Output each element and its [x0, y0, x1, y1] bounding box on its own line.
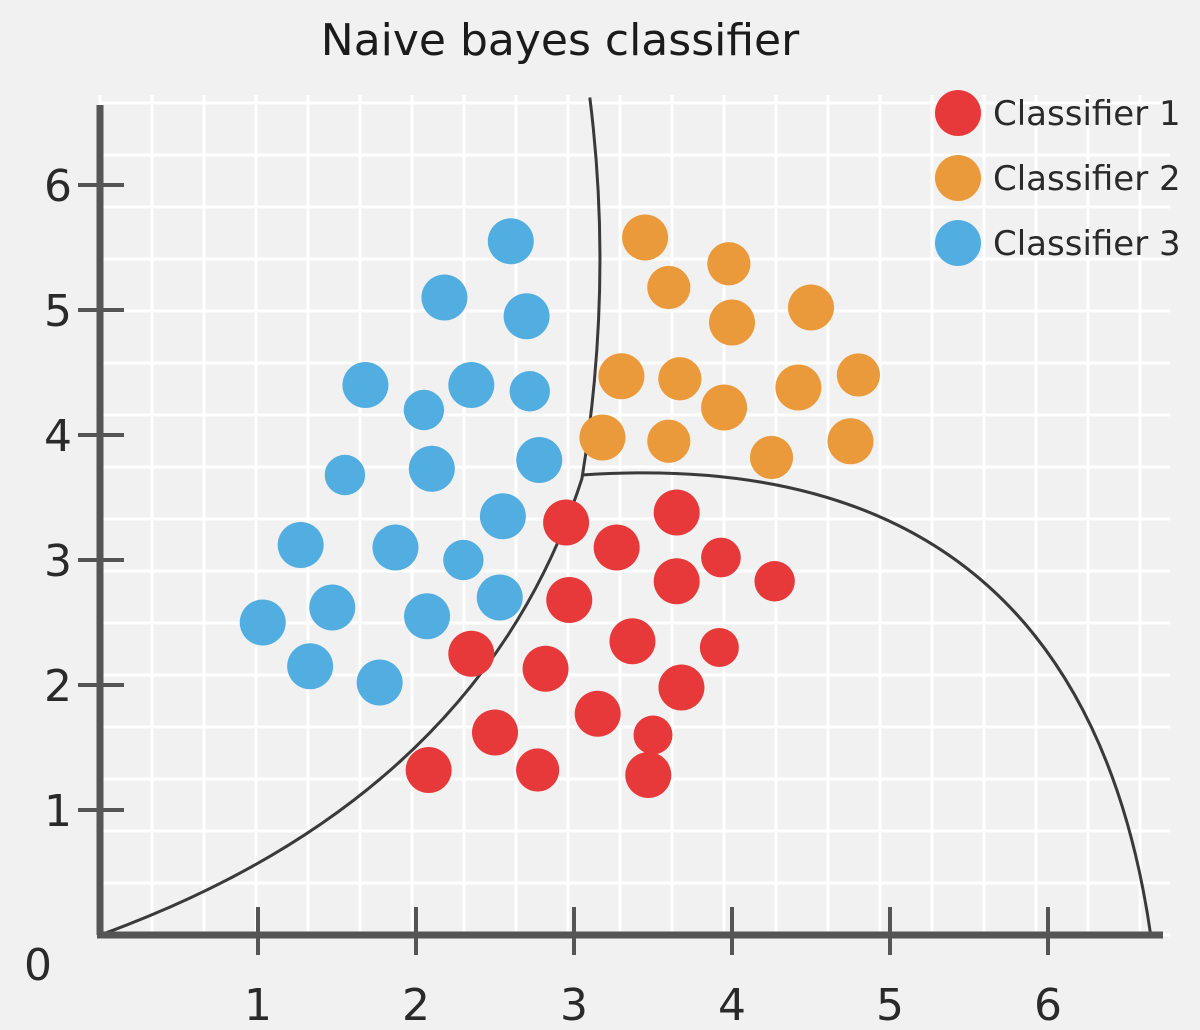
data-point-classifier-2: [622, 214, 669, 261]
data-point-classifier-2: [836, 353, 881, 397]
legend-marker-classifier-3: [935, 220, 981, 266]
data-point-classifier-3: [509, 371, 550, 412]
data-point-classifier-2: [598, 353, 645, 400]
y-tick-label: 2: [44, 661, 72, 712]
data-point-classifier-1: [653, 489, 700, 536]
data-point-classifier-3: [277, 522, 324, 568]
data-point-classifier-1: [448, 630, 495, 677]
x-tick-label: 6: [1034, 980, 1062, 1030]
data-point-classifier-3: [324, 454, 366, 496]
legend-marker-classifier-1: [935, 90, 981, 136]
data-point-classifier-1: [543, 499, 590, 546]
data-point-classifier-3: [309, 584, 356, 631]
y-tick-label: 5: [44, 286, 72, 337]
data-point-classifier-2: [788, 284, 834, 331]
data-point-classifier-1: [658, 664, 705, 711]
data-point-classifier-3: [239, 599, 286, 646]
data-point-classifier-2: [707, 242, 751, 286]
data-point-classifier-1: [516, 748, 560, 792]
data-point-classifier-2: [647, 265, 691, 310]
legend-label-classifier-1: Classifier 1: [993, 94, 1181, 134]
data-point-classifier-3: [503, 293, 550, 340]
data-point-classifier-3: [487, 218, 534, 265]
data-point-classifier-1: [574, 690, 621, 737]
data-point-classifier-3: [421, 274, 468, 321]
legend-label-classifier-3: Classifier 3: [993, 224, 1181, 264]
data-point-classifier-1: [609, 618, 656, 665]
data-point-classifier-1: [699, 628, 739, 667]
data-point-classifier-2: [749, 435, 794, 480]
data-point-classifier-2: [709, 299, 755, 346]
y-tick-label: 4: [44, 411, 72, 462]
data-point-classifier-3: [287, 643, 334, 690]
boundary-curve-right: [581, 471, 1153, 936]
data-point-classifier-1: [593, 524, 640, 571]
data-point-classifier-1: [522, 645, 569, 692]
data-point-classifier-3: [476, 574, 523, 621]
data-point-classifier-2: [701, 384, 748, 431]
data-point-classifier-1: [472, 709, 518, 756]
data-point-classifier-1: [633, 715, 673, 755]
data-point-classifier-3: [448, 362, 495, 408]
data-point-classifier-2: [579, 414, 626, 461]
data-point-classifier-3: [372, 524, 419, 571]
data-point-classifier-1: [405, 747, 452, 793]
data-point-classifier-3: [516, 437, 563, 483]
axes: 1 2 3 4 5 6 1 2 3 4 5 6 0: [24, 105, 1163, 1030]
y-tick-label: 3: [44, 536, 72, 587]
x-tick-label: 3: [560, 980, 588, 1030]
data-point-classifier-2: [658, 357, 702, 401]
data-point-classifier-1: [546, 577, 593, 623]
origin-label: 0: [24, 940, 52, 991]
data-points: [239, 214, 881, 798]
data-point-classifier-1: [625, 752, 672, 798]
x-tick-label: 4: [718, 980, 746, 1030]
x-tick-label: 5: [876, 980, 904, 1030]
chart-title: Naive bayes classifier: [321, 15, 800, 66]
legend-marker-classifier-2: [935, 155, 981, 201]
legend-label-classifier-2: Classifier 2: [993, 159, 1181, 199]
x-tick-label: 1: [244, 980, 272, 1030]
data-point-classifier-1: [701, 537, 741, 578]
data-point-classifier-1: [754, 561, 795, 602]
data-point-classifier-3: [403, 389, 445, 431]
data-point-classifier-2: [647, 419, 691, 463]
data-point-classifier-1: [653, 558, 700, 605]
legend: Classifier 1 Classifier 2 Classifier 3: [935, 90, 1181, 266]
data-point-classifier-2: [775, 364, 822, 411]
y-tick-label: 6: [44, 161, 72, 212]
x-tick-label: 2: [402, 980, 430, 1030]
data-point-classifier-3: [404, 593, 451, 640]
data-point-classifier-3: [443, 539, 484, 581]
data-point-classifier-2: [827, 418, 874, 465]
data-point-classifier-3: [479, 493, 526, 540]
y-tick-label: 1: [44, 786, 72, 837]
data-point-classifier-3: [342, 362, 389, 408]
data-point-classifier-3: [408, 445, 455, 492]
data-point-classifier-3: [356, 659, 403, 706]
